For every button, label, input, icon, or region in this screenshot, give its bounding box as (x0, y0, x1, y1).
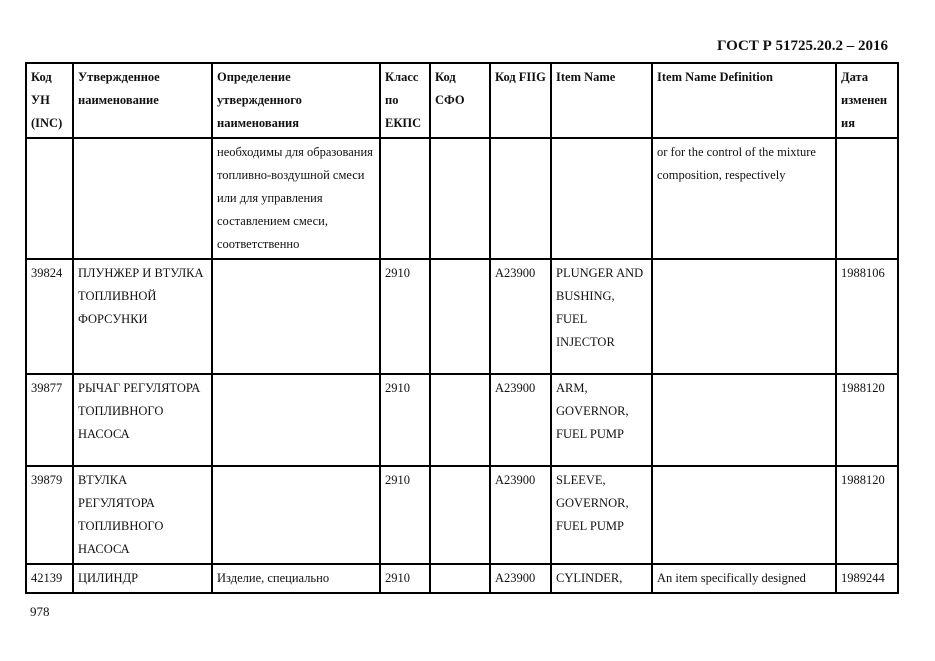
table-cell (211, 373, 381, 467)
column-header: Item Name Definition (651, 62, 837, 139)
column-header: Определение утвержденного наименования (211, 62, 381, 139)
table-row: необходимы для образования топливно-возд… (25, 137, 899, 260)
table-cell (489, 137, 552, 260)
column-header: Утвержденное наименование (72, 62, 213, 139)
table-cell: 2910 (379, 373, 431, 467)
column-header: Item Name (550, 62, 653, 139)
table-cell: 2910 (379, 258, 431, 375)
table-cell (72, 137, 213, 260)
table-cell (429, 258, 491, 375)
table-cell (429, 465, 491, 565)
table-cell: 39824 (25, 258, 74, 375)
table-cell (429, 563, 491, 594)
table-cell: ARM, GOVERNOR, FUEL PUMP (550, 373, 653, 467)
table-cell: 1989244 (835, 563, 899, 594)
table-row: 39824 ПЛУНЖЕР И ВТУЛКА ТОПЛИВНОЙ ФОРСУНКИ… (25, 258, 899, 375)
table-cell: A23900 (489, 258, 552, 375)
table-cell: A23900 (489, 373, 552, 467)
table-cell: A23900 (489, 465, 552, 565)
column-header: Дата изменения (835, 62, 899, 139)
table-cell (429, 373, 491, 467)
table-cell: PLUNGER AND BUSHING, FUEL INJECTOR (550, 258, 653, 375)
table-cell (835, 137, 899, 260)
table-cell (25, 137, 74, 260)
table-cell: 39877 (25, 373, 74, 467)
table-cell: CYLINDER, (550, 563, 653, 594)
table-cell: 2910 (379, 563, 431, 594)
items-table: Код УН (INC) Утвержденное наименование Опр… (25, 62, 899, 594)
table-cell (550, 137, 653, 260)
table-cell (429, 137, 491, 260)
table-cell: РЫЧАГ РЕГУЛЯТОРА ТОПЛИВНОГО НАСОСА (72, 373, 213, 467)
table-cell: 2910 (379, 465, 431, 565)
column-header: Код УН (INC) (25, 62, 74, 139)
table-cell (651, 373, 837, 467)
table-row: 39877 РЫЧАГ РЕГУЛЯТОРА ТОПЛИВНОГО НАСОСА 2… (25, 373, 899, 467)
table-cell: ВТУЛКА РЕГУЛЯТОРА ТОПЛИВНОГО НАСОСА (72, 465, 213, 565)
table-cell: необходимы для образования топливно-возд… (211, 137, 381, 260)
table-row: 42139 ЦИЛИНДР Изделие, специально 2910 A2390… (25, 563, 899, 594)
column-header: Код FIIG (489, 62, 552, 139)
column-header: Код СФО (429, 62, 491, 139)
table-header-row: Код УН (INC) Утвержденное наименование Опр… (25, 62, 899, 139)
table-cell: 1988120 (835, 465, 899, 565)
table-cell (651, 465, 837, 565)
table-cell: A23900 (489, 563, 552, 594)
table-cell: ЦИЛИНДР (72, 563, 213, 594)
table-cell: SLEEVE, GOVERNOR, FUEL PUMP (550, 465, 653, 565)
table-cell: 39879 (25, 465, 74, 565)
table-cell: ПЛУНЖЕР И ВТУЛКА ТОПЛИВНОЙ ФОРСУНКИ (72, 258, 213, 375)
page-number: 978 (30, 604, 50, 619)
table-cell: 1988106 (835, 258, 899, 375)
table-cell: An item specifically designed (651, 563, 837, 594)
table-cell: or for the control of the mixture compos… (651, 137, 837, 260)
document-title: ГОСТ Р 51725.20.2 – 2016 (716, 38, 888, 54)
table-cell (211, 258, 381, 375)
table-cell (651, 258, 837, 375)
table-cell (379, 137, 431, 260)
table-cell: 1988120 (835, 373, 899, 467)
table-cell: Изделие, специально (211, 563, 381, 594)
table-cell (211, 465, 381, 565)
table-cell: 42139 (25, 563, 74, 594)
table-row: 39879 ВТУЛКА РЕГУЛЯТОРА ТОПЛИВНОГО НАСОСА… (25, 465, 899, 565)
column-header: Класс по ЕКПС (379, 62, 431, 139)
